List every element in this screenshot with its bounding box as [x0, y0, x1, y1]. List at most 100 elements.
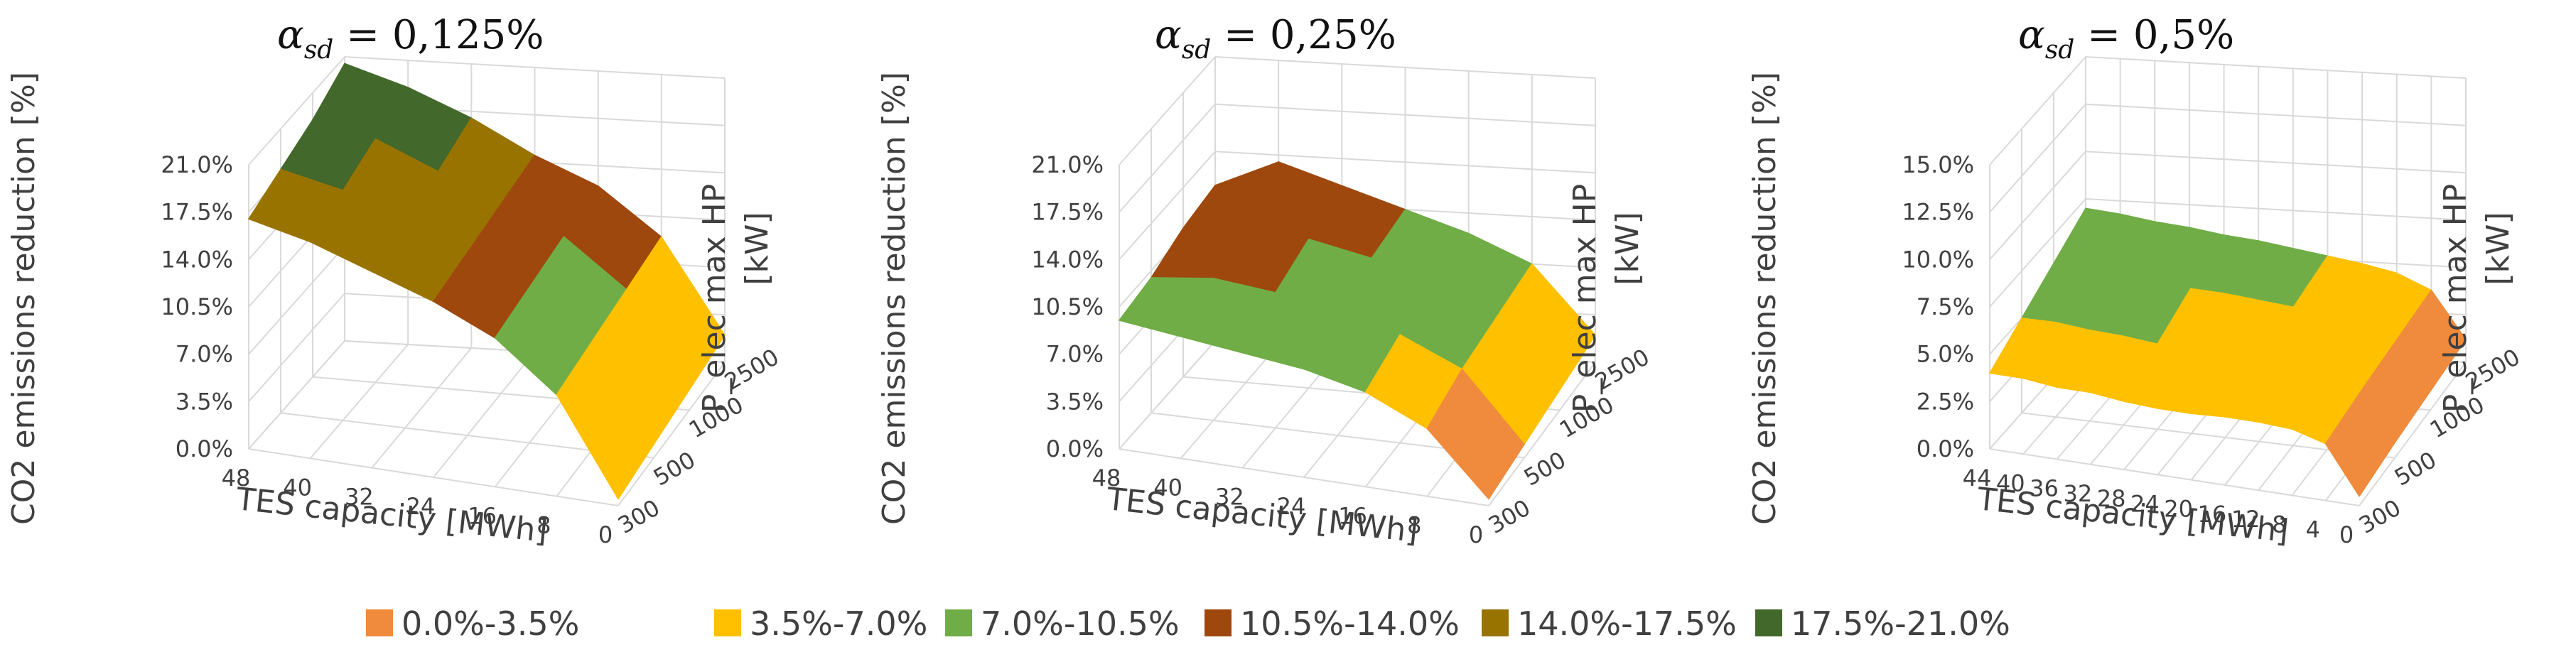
gridline-x-floor: [2359, 362, 2467, 506]
legend-swatch: [1482, 609, 1509, 636]
z-tick-label: 21.0%: [161, 151, 233, 178]
x-tick-label: 48: [222, 465, 251, 492]
surface-patch: [1426, 369, 1525, 500]
x-tick-label: 20: [2164, 496, 2193, 523]
x-tick-label: 16: [1338, 502, 1367, 529]
chart-panel-1: 0.0% 3.5% 7.0% 10.5% 14.0% 17.5% 21.0% 48 40 32 24…: [6, 12, 784, 550]
x-tick-label: 8: [1407, 512, 1421, 539]
title-value: = 0,125%: [333, 12, 544, 58]
gridline-x-floor: [618, 362, 726, 506]
y-tick-label: 300: [2354, 494, 2405, 538]
x-tick-label: 32: [2063, 480, 2092, 507]
x-tick-label: 44: [1963, 465, 1992, 492]
gridline-y-floor: [1989, 448, 2360, 506]
z-tick-label: 17.5%: [1031, 199, 1104, 226]
panel-title: αsd = 0,25%: [1155, 12, 1396, 65]
surface: [1119, 161, 1596, 500]
x-axis-title: TES capacity [MWh]: [1104, 481, 1420, 550]
z-tick-label: 7.0%: [176, 341, 233, 368]
z-tick-label: 7.0%: [1046, 341, 1104, 368]
z-tick-label: 0.0%: [1046, 435, 1104, 462]
z-axis-ticks: 0.0% 3.5% 7.0% 10.5% 14.0% 17.5% 21.0%: [161, 151, 233, 462]
legend-swatch: [366, 609, 393, 636]
z-axis-title: CO2 emissions reduction [%]: [6, 72, 42, 525]
gridline-x-floor: [248, 340, 345, 450]
x-tick-label: 28: [2097, 485, 2126, 512]
z-axis-ticks: 0.0% 3.5% 7.0% 10.5% 14.0% 17.5% 21.0%: [1031, 151, 1104, 462]
legend-item: 17.5%-21.0%: [1755, 604, 2010, 643]
z-axis-ticks: 0.0% 2.5% 5.0% 7.5% 10.0% 12.5% 15.0%: [1902, 151, 1974, 462]
y-axis-title-line2: [kW]: [739, 212, 775, 285]
surface: [248, 63, 726, 500]
z-tick-label: 2.5%: [1917, 388, 1974, 415]
z-tick-label: 0.0%: [1917, 435, 1974, 462]
legend-label: 7.0%-10.5%: [981, 604, 1180, 643]
x-tick-label: 40: [1153, 474, 1182, 501]
chart-panel-2: 0.0% 3.5% 7.0% 10.5% 14.0% 17.5% 21.0% 48 40 32 24…: [876, 12, 1654, 550]
z-tick-label: 3.5%: [1046, 388, 1104, 415]
y-tick-label: 500: [649, 446, 700, 491]
z-tick-label: 10.5%: [1031, 293, 1104, 320]
z-tick-label: 14.0%: [161, 246, 233, 273]
x-tick-label: 48: [1092, 465, 1121, 492]
title-subscript: sd: [304, 36, 334, 65]
z-tick-label: 10.0%: [1902, 246, 1974, 273]
legend-swatch: [714, 609, 741, 636]
gridline-y-floor: [1119, 448, 1489, 506]
z-axis-title: CO2 emissions reduction [%]: [876, 72, 912, 525]
legend-swatch: [1755, 609, 1782, 636]
y-axis-title-line1: P_elec max HP: [696, 184, 733, 413]
y-tick-label: 500: [1519, 446, 1570, 491]
panel-title: αsd = 0,125%: [277, 12, 544, 65]
x-tick-label: 0: [2339, 521, 2354, 548]
x-tick-label: 12: [2231, 506, 2260, 533]
gridline-z: [1989, 55, 2467, 165]
x-tick-label: 0: [1469, 521, 1483, 548]
z-tick-label: 3.5%: [176, 388, 233, 415]
x-tick-label: 32: [345, 484, 374, 511]
gridline-z: [1119, 55, 1596, 165]
legend-label: 14.0%-17.5%: [1517, 604, 1737, 643]
gridline-x-floor: [309, 344, 409, 459]
x-tick-label: 24: [406, 493, 436, 520]
x-tick-label: 36: [2030, 475, 2059, 502]
legend-item: 14.0%-17.5%: [1482, 604, 1737, 643]
x-tick-label: 24: [1277, 493, 1306, 520]
legend-swatch: [945, 609, 972, 636]
title-value: = 0,5%: [2074, 12, 2234, 58]
x-tick-label: 0: [598, 521, 613, 548]
legend-swatch: [1205, 609, 1232, 636]
legend: 0.0%-3.5% 3.5%-7.0% 7.0%-10.5% 10.5%-14.0% 1…: [366, 604, 2010, 643]
z-tick-label: 5.0%: [1917, 341, 1974, 368]
gridline-y-floor: [248, 448, 619, 506]
x-tick-label: 16: [2198, 501, 2227, 528]
surface: [1989, 207, 2467, 497]
y-tick-label: 300: [613, 494, 664, 538]
x-tick-label: 40: [1996, 469, 2025, 496]
y-axis-title-line2: [kW]: [2480, 212, 2516, 285]
panel-title: αsd = 0,5%: [2018, 12, 2234, 65]
gridline-x-floor: [1180, 344, 1279, 459]
z-axis-title: CO2 emissions reduction [%]: [1747, 72, 1783, 525]
x-tick-label: 8: [2272, 511, 2286, 538]
z-tick-label: 0.0%: [176, 435, 233, 462]
gridline-x-floor: [433, 351, 536, 478]
x-axis-ticks: 48 40 32 24 16 8 0: [1092, 465, 1484, 548]
y-axis-title-line1: P_elec max HP: [1567, 184, 1603, 413]
title-symbol: α: [1155, 12, 1182, 58]
z-tick-label: 21.0%: [1031, 151, 1104, 178]
surface-patch: [556, 341, 654, 500]
title-subscript: sd: [2045, 36, 2075, 65]
z-tick-label: 14.0%: [1031, 246, 1104, 273]
z-tick-label: 15.0%: [1902, 151, 1974, 178]
legend-label: 3.5%-7.0%: [750, 604, 927, 643]
x-tick-label: 8: [537, 512, 551, 539]
legend-label: 0.0%-3.5%: [402, 604, 579, 643]
x-tick-label: 40: [283, 474, 312, 501]
y-axis-title-line1: P_elec max HP: [2437, 184, 2474, 413]
y-tick-label: 300: [1484, 494, 1535, 538]
gridline-z: [1989, 103, 2467, 213]
title-symbol: α: [2018, 12, 2045, 58]
legend-item: 3.5%-7.0%: [714, 604, 927, 643]
